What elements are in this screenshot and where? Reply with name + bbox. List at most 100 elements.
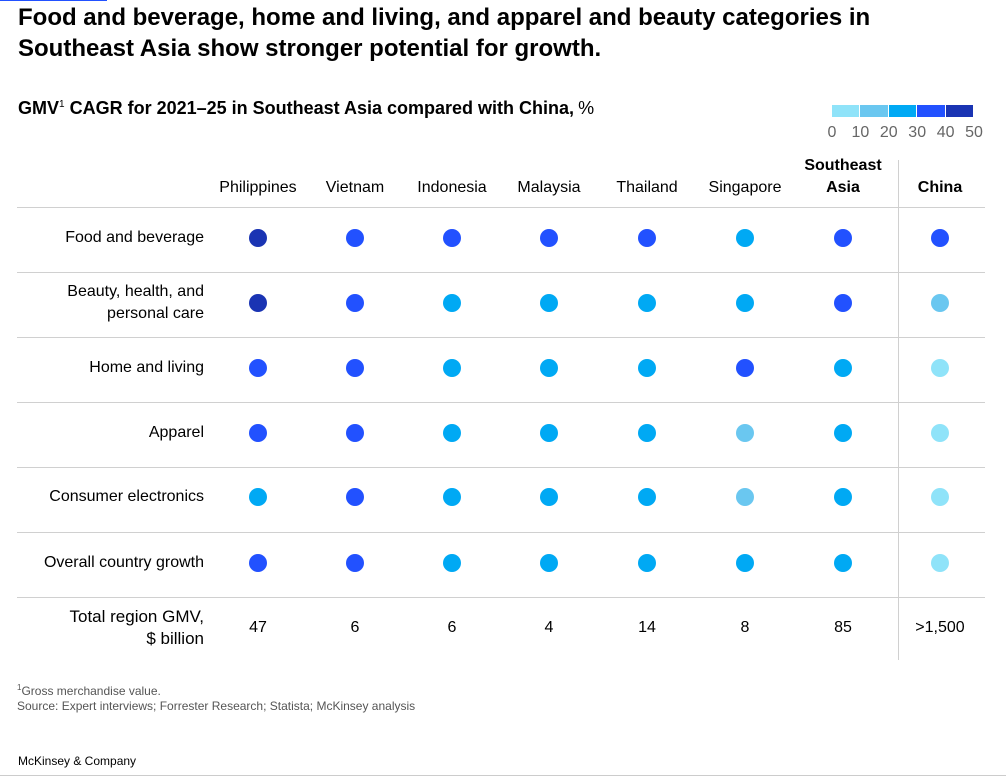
row-line <box>17 207 985 208</box>
dot <box>638 488 656 506</box>
dot <box>540 359 558 377</box>
title: Food and beverage, home and living, and … <box>18 4 871 62</box>
row-line <box>17 467 985 468</box>
row-label-line: Total region GMV, <box>69 607 205 626</box>
dot <box>540 294 558 312</box>
row-label: Food and beverage <box>65 229 204 246</box>
dot <box>834 554 852 572</box>
dot <box>736 294 754 312</box>
gmv-value: 14 <box>638 619 656 636</box>
row-label: Consumer electronics <box>49 488 204 505</box>
gmv-value: 47 <box>249 619 267 636</box>
dot <box>736 229 754 247</box>
dot <box>931 294 949 312</box>
dot <box>346 229 364 247</box>
legend-swatch <box>945 105 973 117</box>
legend-tick-label: 0 <box>827 124 837 141</box>
legend-tick-label: 30 <box>908 124 927 141</box>
footnote-marker: 1 <box>59 99 65 110</box>
column-header: Malaysia <box>517 179 581 196</box>
column-header: Thailand <box>616 179 678 196</box>
subtitle-text: GMV <box>18 98 60 118</box>
divider <box>898 160 899 660</box>
row-label: Total region GMV, $ billion <box>4 606 205 650</box>
dot <box>249 488 267 506</box>
dot <box>346 294 364 312</box>
dot <box>931 488 949 506</box>
footnote-text: Gross merchandise value. <box>21 684 161 698</box>
legend-swatch <box>832 105 860 117</box>
dot <box>638 294 656 312</box>
row-line <box>17 402 985 403</box>
column-header: Indonesia <box>417 179 487 196</box>
dot <box>931 424 949 442</box>
dot <box>736 424 754 442</box>
legend-swatch <box>888 105 917 117</box>
gmv-value: 6 <box>447 619 457 636</box>
gmv-value: >1,500 <box>915 619 965 636</box>
dot <box>540 488 558 506</box>
dot <box>249 294 267 312</box>
dot <box>736 488 754 506</box>
dot <box>346 359 364 377</box>
legend-swatch <box>917 105 945 117</box>
dot <box>736 359 754 377</box>
dot <box>834 488 852 506</box>
dot <box>638 359 656 377</box>
top-accent <box>0 0 107 1</box>
dot <box>638 229 656 247</box>
column-header: Singapore <box>708 179 782 196</box>
dot <box>443 294 461 312</box>
dot <box>638 424 656 442</box>
gmv-value: 85 <box>834 619 852 636</box>
dot <box>638 554 656 572</box>
gmv-value: 8 <box>740 619 750 636</box>
dot <box>931 554 949 572</box>
dot <box>443 359 461 377</box>
dot <box>834 294 852 312</box>
row-label: Overall country growth <box>43 554 204 571</box>
legend-swatch <box>860 105 888 117</box>
dot <box>834 359 852 377</box>
subtitle-text: CAGR for 2021–25 in Southeast Asia compa… <box>69 98 575 118</box>
legend-tick-label: 50 <box>965 124 983 141</box>
gmv-value: 4 <box>544 619 554 636</box>
column-header: Southeast Asia <box>804 157 882 196</box>
row-label: Home and living <box>89 359 204 376</box>
dot <box>443 229 461 247</box>
dot <box>931 359 949 377</box>
dot <box>346 488 364 506</box>
legend-tick-label: 20 <box>879 124 898 141</box>
legend-tick-label: 40 <box>936 124 955 141</box>
source: Source: Expert interviews; Forrester Res… <box>17 699 416 713</box>
column-header: Philippines <box>219 179 297 196</box>
unit: % <box>578 98 595 118</box>
footnote-marker: 1 <box>17 683 22 692</box>
dot <box>540 229 558 247</box>
dot <box>540 554 558 572</box>
row-line <box>17 597 985 598</box>
row-label: Apparel <box>148 424 204 441</box>
dot <box>249 554 267 572</box>
gmv-value: 6 <box>350 619 360 636</box>
dot <box>249 229 267 247</box>
row-label-line: $ billion <box>146 629 204 648</box>
dot <box>736 554 754 572</box>
row-line <box>17 272 985 273</box>
dot <box>443 488 461 506</box>
dot <box>249 424 267 442</box>
dot <box>540 424 558 442</box>
subtitle: GMV1 CAGR for 2021–25 in Southeast Asia … <box>18 98 594 119</box>
dot <box>834 424 852 442</box>
row-label: Beauty, health, and personal care <box>67 283 204 322</box>
bottom-rule <box>0 775 1006 776</box>
brand: McKinsey & Company <box>18 754 137 768</box>
column-header: Vietnam <box>325 179 385 196</box>
dot <box>443 554 461 572</box>
dot <box>834 229 852 247</box>
column-header: China <box>917 179 963 196</box>
row-line <box>17 337 985 338</box>
legend-tick-label: 10 <box>851 124 870 141</box>
dot <box>346 424 364 442</box>
